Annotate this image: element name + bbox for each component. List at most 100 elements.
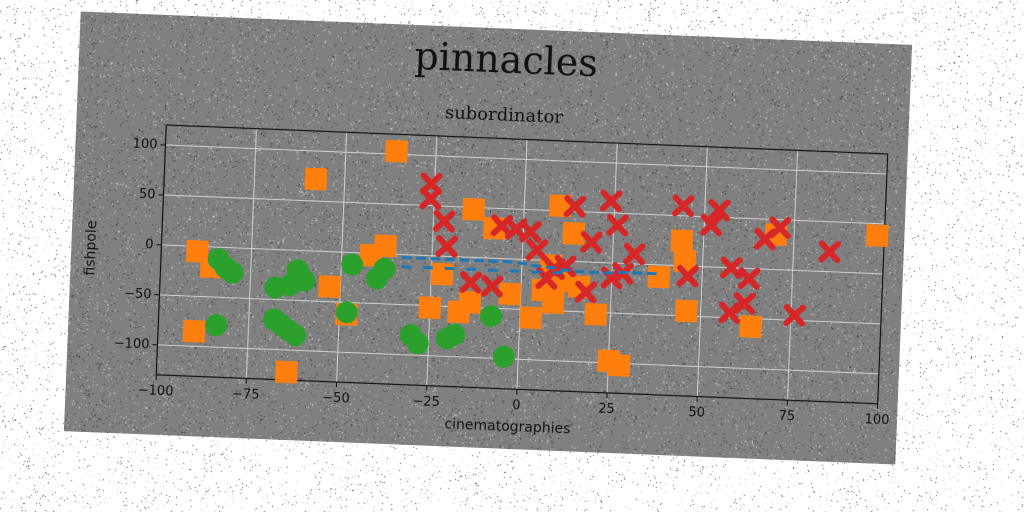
orange-square-point	[418, 296, 442, 320]
red-x-point	[720, 256, 743, 280]
green-circle-point	[479, 305, 502, 328]
red-x-point	[733, 292, 756, 315]
red-x-point	[818, 240, 841, 264]
red-x-point	[783, 304, 806, 327]
orange-square-point	[318, 275, 342, 299]
red-x-stroke	[600, 267, 624, 289]
red-x-point	[563, 195, 587, 218]
y-tick-label: 50	[139, 187, 156, 203]
red-x-stroke	[432, 210, 456, 232]
x-tick-label: −50	[322, 390, 350, 406]
orange-square-point	[458, 290, 482, 314]
orange-square-point	[274, 360, 298, 384]
red-x-stroke	[718, 302, 741, 324]
green-circle-point	[335, 301, 358, 324]
x-tick-label: 0	[512, 398, 521, 413]
red-x-stroke	[525, 239, 549, 261]
red-x-point	[419, 187, 442, 210]
grid-line-y	[161, 244, 883, 275]
red-x-stroke	[553, 255, 577, 277]
orange-square-point	[739, 315, 763, 339]
y-axis-label: fishpole	[82, 220, 100, 276]
orange-square-point	[385, 139, 408, 163]
x-axis-label: cinematographies	[444, 416, 571, 437]
grid-line-x	[245, 128, 257, 379]
red-x-point	[599, 189, 623, 213]
red-x-point	[574, 280, 598, 304]
orange-square-point	[562, 222, 586, 245]
orange-square-point	[584, 302, 608, 326]
red-x-point	[671, 194, 695, 218]
grid-line-x	[426, 135, 438, 386]
red-x-stroke	[623, 243, 646, 265]
red-x-point	[707, 198, 731, 222]
red-x-stroke	[737, 267, 761, 290]
red-x-point	[435, 235, 459, 258]
red-x-stroke	[574, 281, 598, 303]
axis-ticks: −100 −75 −50 −25 0 25 50 75 100 −100 −50 0 50 100	[113, 137, 889, 429]
red-x-point	[553, 254, 577, 278]
red-x-stroke	[676, 265, 700, 287]
red-x-point	[459, 271, 482, 294]
red-x-point	[737, 267, 761, 290]
chart-title: pinnacles	[414, 34, 599, 85]
red-x-point	[519, 220, 542, 244]
green-circle-point	[492, 345, 515, 368]
red-x-stroke	[606, 214, 629, 236]
red-x-stroke	[435, 235, 459, 258]
x-tick-label: 50	[688, 405, 705, 421]
grid-line-x	[696, 146, 708, 397]
chart-subtitle: subordinator	[445, 102, 564, 128]
x-tick-label: 25	[598, 402, 615, 418]
red-x-stroke	[480, 275, 504, 297]
x-tick-label: −25	[412, 394, 440, 410]
red-x-point	[623, 242, 646, 266]
green-circle-point	[443, 323, 466, 346]
x-tick-label: 100	[864, 412, 889, 428]
orange-square-point	[674, 299, 698, 323]
chart-svg: pinnacles subordinator −100 −75 −50 −25 0 25 5…	[82, 34, 890, 438]
red-x-stroke	[419, 187, 442, 210]
orange-square-point	[182, 319, 206, 343]
red-x-stroke	[768, 217, 792, 239]
red-x-point	[525, 238, 549, 262]
orange-square-point	[519, 306, 543, 330]
x-tick-label: −100	[137, 383, 173, 399]
orange-square-point	[462, 197, 486, 221]
red-x-point	[419, 172, 443, 195]
y-tick-label: 100	[132, 137, 157, 153]
grid-line-x	[336, 132, 348, 383]
grid-line-y	[165, 144, 887, 175]
chart-card: pinnacles subordinator −100 −75 −50 −25 0 25 5…	[63, 11, 913, 465]
red-x-point	[768, 216, 792, 240]
data-points	[182, 139, 889, 384]
y-tick-label: −50	[124, 286, 152, 302]
red-x-point	[718, 301, 741, 325]
red-x-stroke	[720, 257, 743, 279]
orange-square-point	[498, 282, 522, 306]
red-x-stroke	[419, 173, 443, 195]
red-x-stroke	[671, 195, 695, 217]
green-circle-point	[284, 324, 307, 347]
red-x-stroke	[818, 241, 841, 263]
green-circle-point	[293, 269, 316, 292]
grid-line-y	[163, 194, 885, 225]
red-x-point	[480, 274, 504, 298]
red-x-point	[700, 213, 723, 237]
orange-square-point	[607, 353, 631, 377]
orange-square-point	[647, 265, 671, 289]
orange-square-point	[373, 234, 397, 258]
y-tick-label: −100	[113, 336, 149, 352]
x-tick-label: 75	[778, 409, 795, 425]
orange-square-point	[304, 167, 328, 191]
red-x-stroke	[700, 214, 723, 236]
red-x-stroke	[580, 231, 603, 253]
red-x-stroke	[783, 304, 806, 327]
red-x-stroke	[733, 292, 756, 315]
red-x-point	[432, 209, 456, 233]
green-circle-point	[373, 257, 396, 280]
green-circle-point	[341, 253, 364, 276]
red-x-point	[676, 264, 700, 288]
red-x-stroke	[707, 199, 731, 221]
orange-square-point	[541, 291, 565, 315]
